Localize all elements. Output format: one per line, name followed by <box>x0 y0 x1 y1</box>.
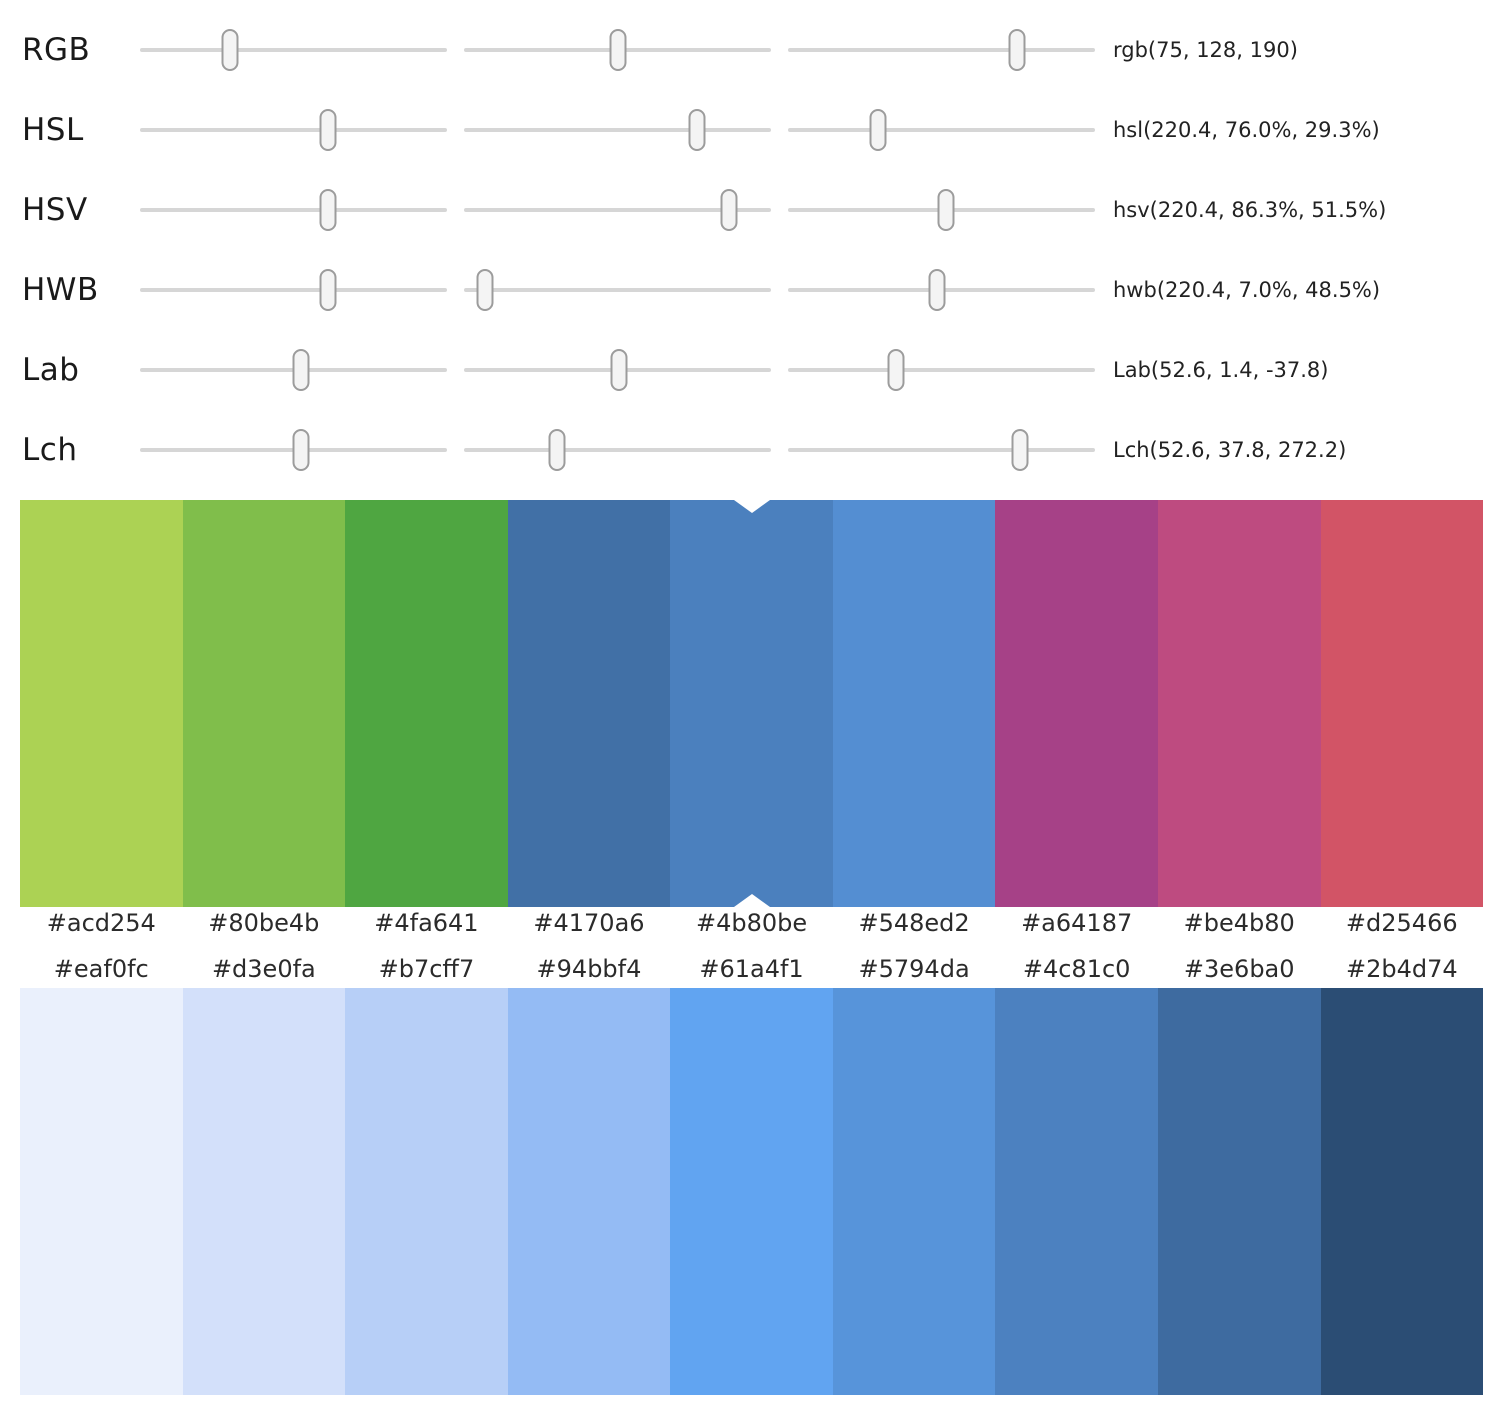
hex-row-bottom: #eaf0fc #d3e0fa #b7cff7 #94bbf4 #61a4f1 #5794… <box>20 952 1483 986</box>
palette-top-swatch-8[interactable] <box>1320 500 1484 907</box>
slider-output-hsl: hsl(220.4, 76.0%, 29.3%) <box>1113 118 1380 142</box>
slider-hwb-thumb-1[interactable] <box>476 269 494 311</box>
palette-bottom-swatch-4[interactable] <box>670 988 833 1395</box>
slider-row-rgb: RGB rgb(75, 128, 190) <box>0 10 1501 90</box>
slider-rgb-thumb-1[interactable] <box>609 29 627 71</box>
palette-top-hex-label-0: #acd254 <box>46 909 156 937</box>
palette-top-swatch-6[interactable] <box>995 500 1158 907</box>
slider-output-hwb: hwb(220.4, 7.0%, 48.5%) <box>1113 278 1381 302</box>
slider-lch-track-1[interactable] <box>464 448 771 452</box>
slider-label-hwb: HWB <box>22 272 99 308</box>
slider-lab-track-2[interactable] <box>788 368 1095 372</box>
slider-row-hwb: HWB hwb(220.4, 7.0%, 48.5%) <box>0 250 1501 330</box>
slider-hsv-thumb-1[interactable] <box>720 189 738 231</box>
palette-top-hex-label-8: #d25466 <box>1345 909 1458 937</box>
palette-bottom-swatch-6[interactable] <box>995 988 1158 1395</box>
slider-lab-thumb-0[interactable] <box>292 349 310 391</box>
palette-top <box>20 500 1484 907</box>
slider-label-hsv: HSV <box>22 192 88 228</box>
slider-hsv-thumb-2[interactable] <box>937 189 955 231</box>
palette-top-swatch-3[interactable] <box>507 500 671 907</box>
slider-hsl-thumb-0[interactable] <box>319 109 337 151</box>
palette-bottom-hex-label-2: #b7cff7 <box>378 955 475 983</box>
slider-lch-track-2[interactable] <box>788 448 1095 452</box>
palette-top-hex-label-4: #4b80be <box>695 909 808 937</box>
palette-top-hex-label-6: #a64187 <box>1021 909 1133 937</box>
palette-top-hex-label-5: #548ed2 <box>858 909 970 937</box>
slider-label-lab: Lab <box>22 352 80 388</box>
slider-hsv-thumb-0[interactable] <box>319 189 337 231</box>
slider-output-rgb: rgb(75, 128, 190) <box>1113 38 1298 62</box>
palette-bottom-swatch-8[interactable] <box>1320 988 1484 1395</box>
palette-top-hex-label-1: #80be4b <box>208 909 320 937</box>
palette-bottom-swatch-3[interactable] <box>507 988 671 1395</box>
slider-row-lch: Lch Lch(52.6, 37.8, 272.2) <box>0 410 1501 490</box>
palette-bottom-swatch-7[interactable] <box>1157 988 1321 1395</box>
slider-hsl-thumb-2[interactable] <box>869 109 887 151</box>
palette-top-hex-label-2: #4fa641 <box>374 909 479 937</box>
slider-output-lch: Lch(52.6, 37.8, 272.2) <box>1113 438 1347 462</box>
slider-hsl-track-1[interactable] <box>464 128 771 132</box>
slider-hwb-thumb-0[interactable] <box>319 269 337 311</box>
palette-bottom-swatch-1[interactable] <box>182 988 346 1395</box>
slider-rgb-track-2[interactable] <box>788 48 1095 52</box>
palette-top-swatch-2[interactable] <box>345 500 508 907</box>
palette-bottom-hex-label-3: #94bbf4 <box>536 955 642 983</box>
slider-hsl-track-2[interactable] <box>788 128 1095 132</box>
slider-rgb-thumb-2[interactable] <box>1008 29 1026 71</box>
palette-bottom-swatch-5[interactable] <box>832 988 996 1395</box>
slider-label-hsl: HSL <box>22 112 84 148</box>
slider-hwb-track-0[interactable] <box>140 288 447 292</box>
palette-top-hex-label-3: #4170a6 <box>533 909 645 937</box>
slider-row-hsv: HSV hsv(220.4, 86.3%, 51.5%) <box>0 170 1501 250</box>
slider-row-lab: Lab Lab(52.6, 1.4, -37.8) <box>0 330 1501 410</box>
slider-label-rgb: RGB <box>22 32 91 68</box>
slider-hsv-track-0[interactable] <box>140 208 447 212</box>
slider-hsv-track-1[interactable] <box>464 208 771 212</box>
palette-top-swatch-1[interactable] <box>182 500 346 907</box>
palette-top-swatch-7[interactable] <box>1157 500 1321 907</box>
slider-hwb-thumb-2[interactable] <box>928 269 946 311</box>
slider-lch-thumb-1[interactable] <box>548 429 566 471</box>
slider-hsl-track-0[interactable] <box>140 128 447 132</box>
slider-hwb-track-1[interactable] <box>464 288 771 292</box>
slider-label-lch: Lch <box>22 432 78 468</box>
palette-bottom-swatch-0[interactable] <box>20 988 183 1395</box>
slider-row-hsl: HSL hsl(220.4, 76.0%, 29.3%) <box>0 90 1501 170</box>
slider-hsl-thumb-1[interactable] <box>688 109 706 151</box>
palette-top-swatch-4[interactable] <box>670 500 833 907</box>
palette-bottom <box>20 988 1484 1395</box>
palette-top-swatch-5[interactable] <box>832 500 996 907</box>
palette-bottom-swatch-2[interactable] <box>345 988 508 1395</box>
palette-bottom-hex-label-6: #4c81c0 <box>1022 955 1131 983</box>
hex-row-top: #acd254 #80be4b #4fa641 #4170a6 #4b80be #548e… <box>20 906 1483 940</box>
slider-lab-thumb-1[interactable] <box>610 349 628 391</box>
slider-output-lab: Lab(52.6, 1.4, -37.8) <box>1113 358 1329 382</box>
palette-bottom-hex-label-1: #d3e0fa <box>211 955 316 983</box>
palette-bottom-hex-label-0: #eaf0fc <box>53 955 149 983</box>
palette-top-swatch-0[interactable] <box>20 500 183 907</box>
slider-section: RGB rgb(75, 128, 190) HSL hsl(220.4, 76.0%,… <box>0 0 1501 490</box>
slider-lch-thumb-0[interactable] <box>292 429 310 471</box>
palette-bottom-hex-label-5: #5794da <box>858 955 970 983</box>
palette-top-hex-label-7: #be4b80 <box>1183 909 1295 937</box>
slider-rgb-track-0[interactable] <box>140 48 447 52</box>
slider-lab-thumb-2[interactable] <box>887 349 905 391</box>
slider-lch-thumb-2[interactable] <box>1011 429 1029 471</box>
palette-bottom-hex-label-4: #61a4f1 <box>699 955 804 983</box>
palette-bottom-hex-label-8: #2b4d74 <box>1345 955 1458 983</box>
slider-rgb-thumb-0[interactable] <box>221 29 239 71</box>
slider-output-hsv: hsv(220.4, 86.3%, 51.5%) <box>1113 198 1387 222</box>
palette-bottom-hex-label-7: #3e6ba0 <box>1183 955 1295 983</box>
